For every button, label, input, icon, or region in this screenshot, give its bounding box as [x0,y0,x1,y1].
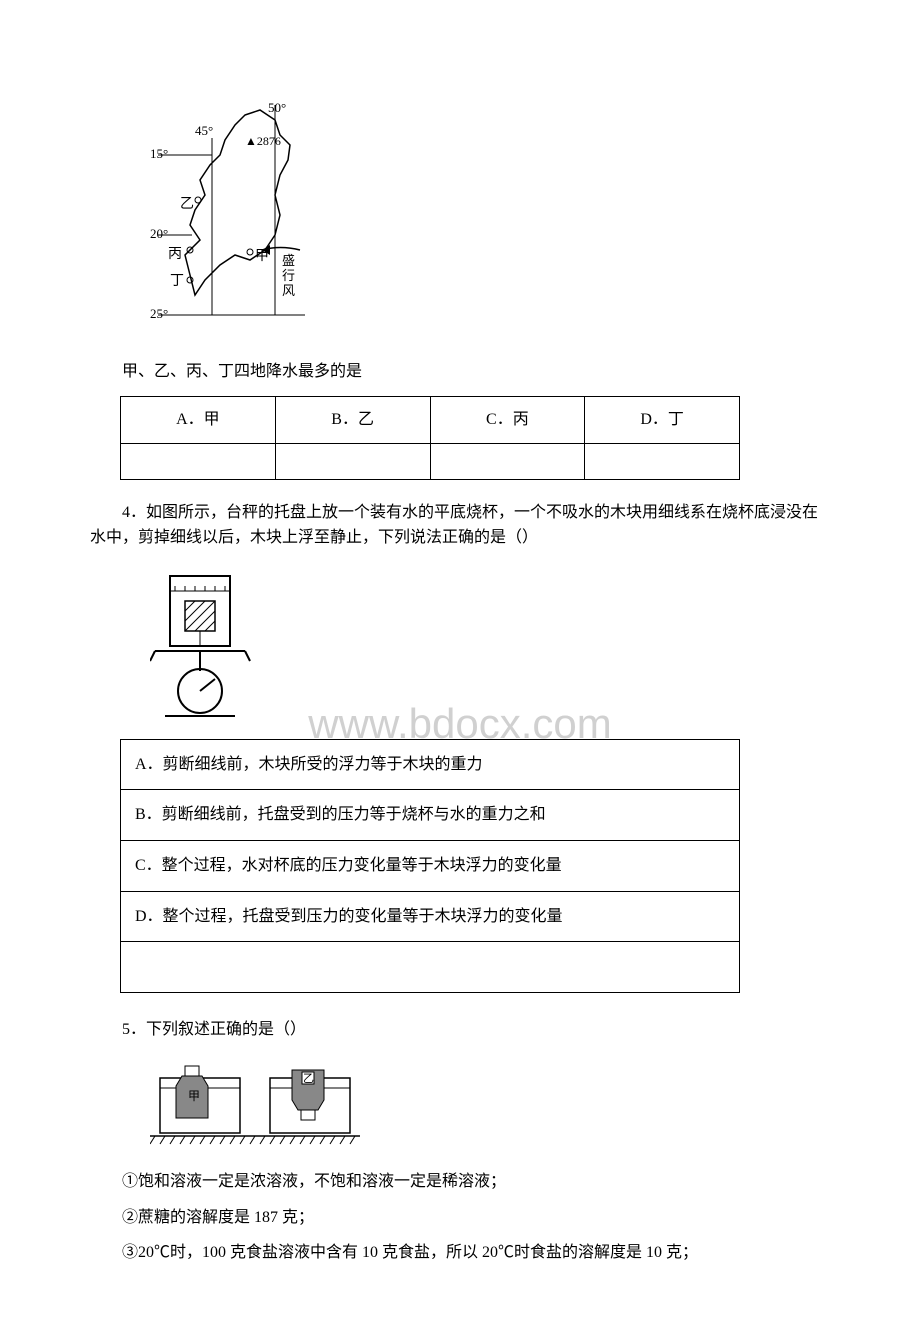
jia-marker [247,249,253,255]
table-row: C．整个过程，水对杯底的压力变化量等于木块浮力的变化量 [121,840,740,891]
q4-figure [150,571,830,730]
q4-body: ．如图所示，台秤的托盘上放一个装有水的平底烧杯，一个不吸水的木块用细线系在烧杯底… [90,504,818,547]
q3-option-d: D．丁 [585,397,740,444]
right-bottle-neck [301,1110,315,1120]
empty-cell [430,443,585,479]
wind-label-3: 风 [282,283,295,298]
q4-answer-table: A．剪断细线前，木块所受的浮力等于木块的重力 B．剪断细线前，托盘受到的压力等于… [120,739,740,993]
q4-answer-a: A．剪断细线前，木块所受的浮力等于木块的重力 [121,739,740,790]
empty-cell [121,942,740,993]
yi-label: 乙 [180,196,194,212]
table-row [121,443,740,479]
wind-label-2: 行 [282,268,295,283]
q4-text: 4．如图所示，台秤的托盘上放一个装有水的平底烧杯，一个不吸水的木块用细线系在烧杯… [90,500,830,551]
q3-option-b: B．乙 [275,397,430,444]
ding-label: 丁 [170,274,184,289]
q4-answer-c: C．整个过程，水对杯底的压力变化量等于木块浮力的变化量 [121,840,740,891]
lat-25-label: 25° [150,306,168,321]
lon-50-label: 50° [268,100,286,115]
table-row: A．甲 B．乙 C．丙 D．丁 [121,397,740,444]
q4-answer-d: D．整个过程，托盘受到压力的变化量等于木块浮力的变化量 [121,891,740,942]
empty-cell [585,443,740,479]
table-row: D．整个过程，托盘受到压力的变化量等于木块浮力的变化量 [121,891,740,942]
table-row: A．剪断细线前，木块所受的浮力等于木块的重力 [121,739,740,790]
map-svg: 45° 50° 15° 20° 25° ▲2876 乙 丙 甲 丁 盛 行 风 [150,100,330,330]
q5-svg: 甲 乙 [150,1058,370,1148]
left-bottle-neck [185,1066,199,1076]
wind-label-1: 盛 [282,253,295,268]
table-row: B．剪断细线前，托盘受到的压力等于烧杯与水的重力之和 [121,790,740,841]
lat-15-label: 15° [150,146,168,161]
table-row [121,942,740,993]
lon-45-label: 45° [195,123,213,138]
q3-map-figure: 45° 50° 15° 20° 25° ▲2876 乙 丙 甲 丁 盛 行 风 [150,100,830,339]
scale-needle [200,679,215,691]
q5-statement-1: ①饱和溶液一定是浓溶液，不饱和溶液一定是稀溶液； [90,1169,830,1195]
empty-cell [121,443,276,479]
q4-number: 4 [122,504,130,521]
q5-statement-2: ②蔗糖的溶解度是 187 克； [90,1205,830,1231]
bing-label: 丙 [168,247,182,262]
right-bottle-label: 乙 [303,1072,314,1085]
q3-option-a: A．甲 [121,397,276,444]
empty-cell [275,443,430,479]
q4-svg [150,571,280,721]
q5-number: 5 [122,1021,130,1038]
left-bottle-label: 甲 [188,1089,200,1103]
q5-statement-3: ③20℃时，100 克食盐溶液中含有 10 克食盐，所以 20℃时食盐的溶解度是… [90,1240,830,1266]
q5-body: ．下列叙述正确的是（） [130,1021,306,1038]
q3-option-c: C．丙 [430,397,585,444]
q5-text: 5．下列叙述正确的是（） [90,1017,830,1043]
q4-answer-b: B．剪断细线前，托盘受到的压力等于烧杯与水的重力之和 [121,790,740,841]
peak-label: ▲2876 [245,134,281,148]
q5-figure: 甲 乙 [150,1058,830,1157]
q3-prompt: 甲、乙、丙、丁四地降水最多的是 [90,359,830,385]
ground-hatch [150,1136,355,1144]
q3-options-table: A．甲 B．乙 C．丙 D．丁 [120,396,740,480]
lat-20-label: 20° [150,226,168,241]
yi-marker [195,197,201,203]
